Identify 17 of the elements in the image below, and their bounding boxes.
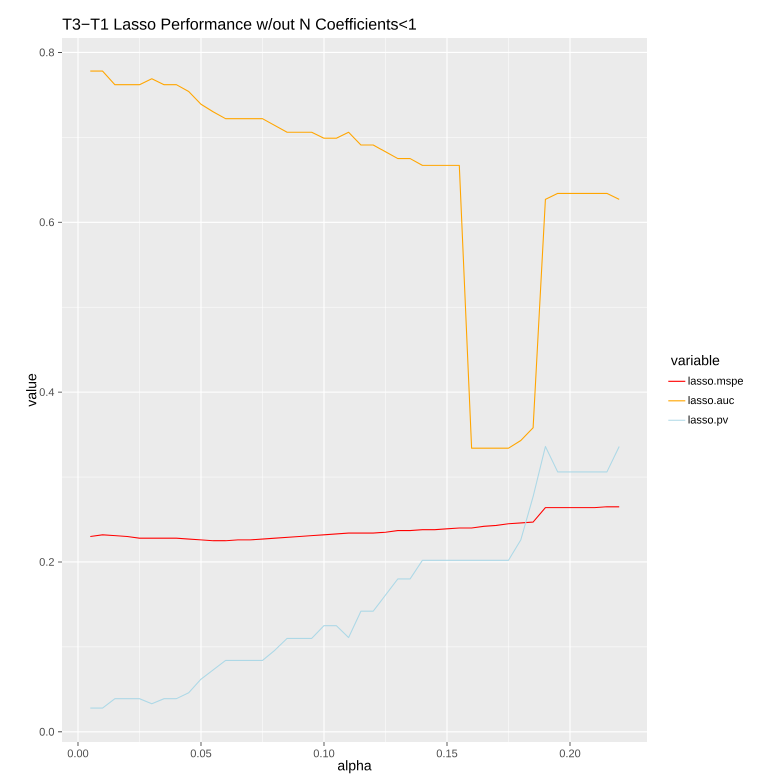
x-axis-title: alpha bbox=[338, 760, 372, 774]
y-tick-label: 0.8 bbox=[40, 48, 54, 56]
y-tick-label: 0.4 bbox=[40, 388, 54, 396]
y-tick-label: 0.6 bbox=[40, 218, 54, 226]
y-tick-label: 0.0 bbox=[40, 728, 54, 736]
x-tick-label: 0.20 bbox=[560, 750, 580, 758]
x-tick-label: 0.10 bbox=[314, 750, 334, 758]
x-tick-label: 0.05 bbox=[190, 750, 212, 758]
legend-label: lasso.pv bbox=[688, 416, 728, 426]
x-tick-label: 0.00 bbox=[68, 750, 88, 758]
x-tick-label: 0.15 bbox=[436, 750, 458, 758]
legend-label: lasso.mspe bbox=[688, 376, 743, 387]
legend-label: lasso.auc bbox=[688, 396, 734, 404]
chart-title: T3−T1 Lasso Performance w/out N Coefficients<1 bbox=[62, 18, 416, 30]
legend-title: variable bbox=[670, 355, 720, 366]
y-tick-label: 0.2 bbox=[40, 558, 54, 566]
y-axis-title: value bbox=[26, 374, 36, 407]
